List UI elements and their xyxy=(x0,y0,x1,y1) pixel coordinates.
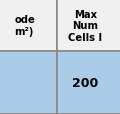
Text: 200: 200 xyxy=(72,76,99,89)
Bar xyxy=(0,0,57,52)
Text: ode
m²): ode m²) xyxy=(14,15,35,37)
Bar xyxy=(57,52,120,114)
Text: Max
Num
Cells I: Max Num Cells I xyxy=(68,9,102,42)
Bar xyxy=(57,0,120,52)
Bar xyxy=(0,52,57,114)
